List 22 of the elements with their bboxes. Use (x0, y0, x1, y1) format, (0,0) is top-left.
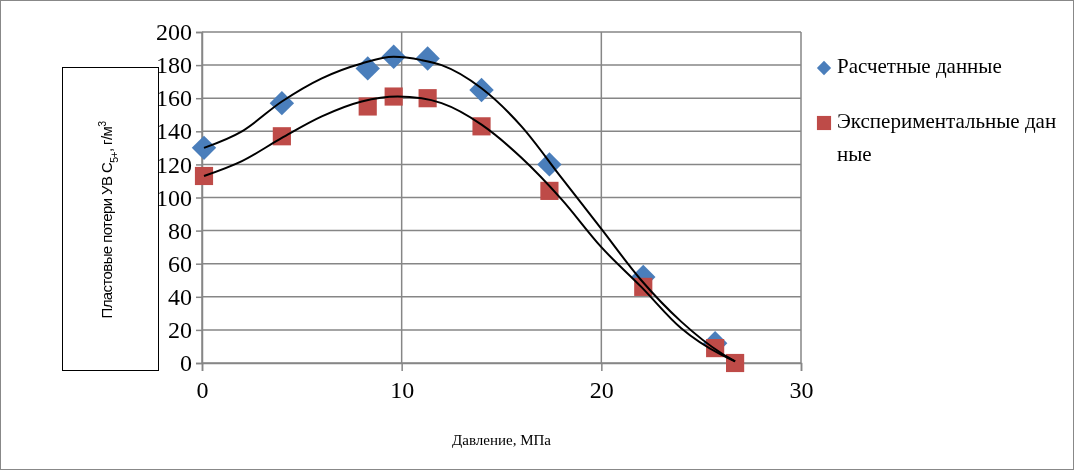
point (726, 353, 745, 373)
x-tick-label: 30 (789, 377, 814, 404)
point (191, 135, 217, 161)
y-tick-label: 200 (156, 19, 192, 46)
y-tick-label: 120 (156, 151, 192, 178)
y-tick-label: 0 (180, 350, 192, 377)
y-tick-label: 80 (168, 217, 192, 244)
y-tick-label: 180 (156, 52, 192, 79)
legend-label: Расчетные данные (837, 53, 1003, 80)
x-axis-title: Давление, МПа (452, 432, 552, 448)
point (194, 166, 214, 186)
y-tick-label: 40 (168, 283, 192, 310)
y-tick-label: 160 (156, 85, 192, 112)
y-tick-label: 140 (156, 118, 192, 145)
x-tick-label: 20 (589, 377, 614, 404)
point (355, 56, 380, 81)
y-tick-label: 20 (168, 317, 192, 344)
x-tick-label: 10 (390, 377, 415, 404)
x-tick-label: 0 (196, 377, 209, 404)
legend-label: Экспериментальные данные (837, 108, 1058, 168)
y-tick-label: 60 (168, 250, 192, 277)
y-tick-label: 100 (156, 184, 192, 211)
